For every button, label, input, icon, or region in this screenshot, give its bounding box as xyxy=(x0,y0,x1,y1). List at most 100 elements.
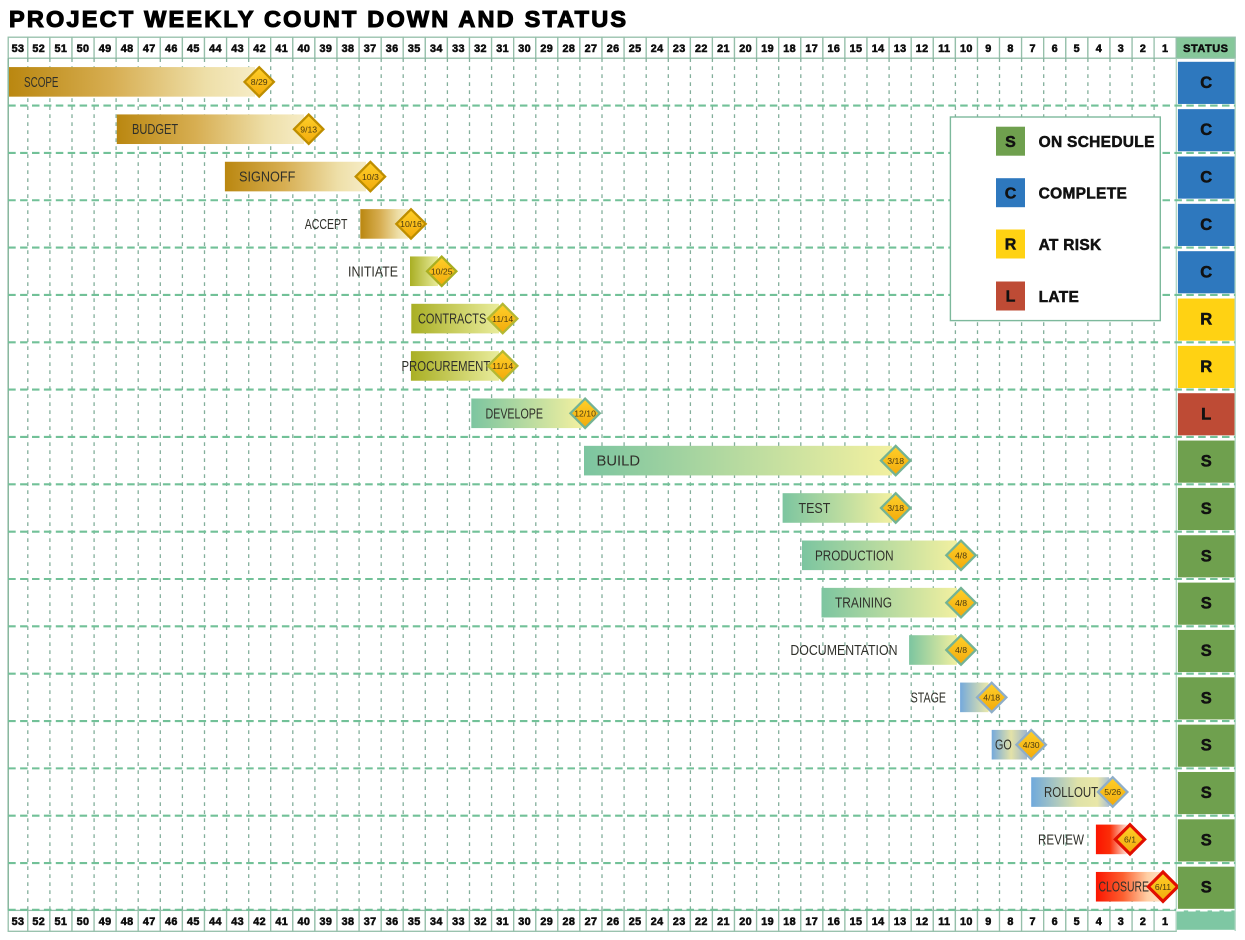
svg-text:30: 30 xyxy=(518,43,531,55)
svg-text:9: 9 xyxy=(985,43,991,55)
svg-text:1: 1 xyxy=(1162,43,1168,55)
svg-text:11: 11 xyxy=(938,43,950,55)
svg-text:39: 39 xyxy=(319,916,332,928)
svg-text:19: 19 xyxy=(761,43,774,55)
svg-text:DEVELOPE: DEVELOPE xyxy=(486,406,544,422)
svg-text:CONTRACTS: CONTRACTS xyxy=(418,312,486,328)
svg-text:43: 43 xyxy=(231,916,244,928)
svg-text:11/14: 11/14 xyxy=(492,361,513,371)
svg-text:2: 2 xyxy=(1140,43,1146,55)
svg-text:46: 46 xyxy=(165,43,178,55)
svg-text:4/8: 4/8 xyxy=(955,598,967,608)
svg-text:18: 18 xyxy=(783,43,796,55)
svg-text:34: 34 xyxy=(430,916,443,928)
svg-text:REVIEW: REVIEW xyxy=(1038,832,1084,848)
svg-text:36: 36 xyxy=(386,916,399,928)
svg-text:43: 43 xyxy=(231,43,244,55)
svg-text:46: 46 xyxy=(165,916,178,928)
svg-text:10: 10 xyxy=(960,43,973,55)
svg-text:19: 19 xyxy=(761,916,774,928)
svg-text:14: 14 xyxy=(872,916,885,928)
svg-text:4/18: 4/18 xyxy=(983,693,1000,703)
svg-text:20: 20 xyxy=(739,43,752,55)
svg-text:51: 51 xyxy=(54,916,67,928)
svg-text:5/26: 5/26 xyxy=(1104,787,1121,797)
svg-text:ON SCHEDULE: ON SCHEDULE xyxy=(1039,134,1155,151)
svg-text:S: S xyxy=(1201,500,1212,518)
svg-text:35: 35 xyxy=(408,916,421,928)
svg-text:CLOSURE: CLOSURE xyxy=(1099,880,1150,896)
svg-text:4/30: 4/30 xyxy=(1023,740,1040,750)
svg-text:3/18: 3/18 xyxy=(887,456,904,466)
svg-text:4/8: 4/8 xyxy=(955,645,967,655)
svg-text:9/13: 9/13 xyxy=(300,124,317,134)
svg-text:PROCUREMENT: PROCUREMENT xyxy=(402,359,491,375)
svg-text:SIGNOFF: SIGNOFF xyxy=(239,170,296,186)
svg-text:15: 15 xyxy=(850,43,863,55)
svg-text:TRAINING: TRAINING xyxy=(835,596,892,612)
svg-text:COMPLETE: COMPLETE xyxy=(1039,186,1128,203)
svg-text:TEST: TEST xyxy=(799,501,831,517)
svg-text:16: 16 xyxy=(827,43,840,55)
svg-text:20: 20 xyxy=(739,916,752,928)
svg-text:3/18: 3/18 xyxy=(887,503,904,513)
svg-text:52: 52 xyxy=(32,43,45,55)
svg-text:45: 45 xyxy=(187,916,200,928)
svg-text:6: 6 xyxy=(1052,43,1058,55)
svg-text:S: S xyxy=(1201,737,1212,755)
svg-text:STAGE: STAGE xyxy=(911,690,947,706)
svg-text:22: 22 xyxy=(695,43,708,55)
svg-text:41: 41 xyxy=(275,916,288,928)
svg-text:14: 14 xyxy=(872,43,885,55)
svg-text:36: 36 xyxy=(386,43,399,55)
svg-text:BUILD: BUILD xyxy=(597,454,641,470)
svg-text:S: S xyxy=(1201,642,1212,660)
svg-text:1: 1 xyxy=(1162,916,1168,928)
svg-text:26: 26 xyxy=(607,916,620,928)
svg-text:37: 37 xyxy=(364,43,377,55)
svg-text:3: 3 xyxy=(1118,916,1124,928)
svg-text:18: 18 xyxy=(783,916,796,928)
svg-text:17: 17 xyxy=(805,916,818,928)
svg-text:35: 35 xyxy=(408,43,421,55)
svg-text:PRODUCTION: PRODUCTION xyxy=(815,548,894,564)
svg-text:16: 16 xyxy=(827,916,840,928)
svg-text:13: 13 xyxy=(894,916,907,928)
svg-text:44: 44 xyxy=(209,43,222,55)
svg-text:C: C xyxy=(1200,121,1212,139)
svg-text:25: 25 xyxy=(629,916,642,928)
svg-text:50: 50 xyxy=(77,43,90,55)
svg-text:R: R xyxy=(1200,311,1212,329)
svg-text:R: R xyxy=(1005,237,1017,254)
svg-text:51: 51 xyxy=(54,43,67,55)
svg-text:C: C xyxy=(1200,169,1212,187)
svg-text:8/29: 8/29 xyxy=(251,77,268,87)
svg-text:2: 2 xyxy=(1140,916,1146,928)
svg-text:LATE: LATE xyxy=(1039,289,1080,306)
svg-text:52: 52 xyxy=(32,916,45,928)
svg-text:3: 3 xyxy=(1118,43,1124,55)
svg-text:13: 13 xyxy=(894,43,907,55)
svg-text:25: 25 xyxy=(629,43,642,55)
svg-text:44: 44 xyxy=(209,916,222,928)
svg-text:10/16: 10/16 xyxy=(400,219,422,229)
svg-text:6/11: 6/11 xyxy=(1155,882,1171,892)
svg-text:S: S xyxy=(1201,453,1212,471)
svg-text:31: 31 xyxy=(496,916,509,928)
svg-text:C: C xyxy=(1200,216,1212,234)
svg-text:7: 7 xyxy=(1029,43,1035,55)
svg-text:12: 12 xyxy=(916,43,929,55)
svg-text:32: 32 xyxy=(474,43,487,55)
svg-text:26: 26 xyxy=(607,43,620,55)
svg-text:4/8: 4/8 xyxy=(955,551,967,561)
svg-text:38: 38 xyxy=(342,916,355,928)
svg-text:S: S xyxy=(1201,831,1212,849)
svg-text:23: 23 xyxy=(673,43,686,55)
svg-text:10/3: 10/3 xyxy=(362,172,379,182)
svg-text:12/10: 12/10 xyxy=(574,409,596,419)
svg-text:15: 15 xyxy=(850,916,863,928)
svg-text:10: 10 xyxy=(960,916,973,928)
svg-text:C: C xyxy=(1200,74,1212,92)
svg-text:34: 34 xyxy=(430,43,443,55)
svg-text:40: 40 xyxy=(297,43,310,55)
